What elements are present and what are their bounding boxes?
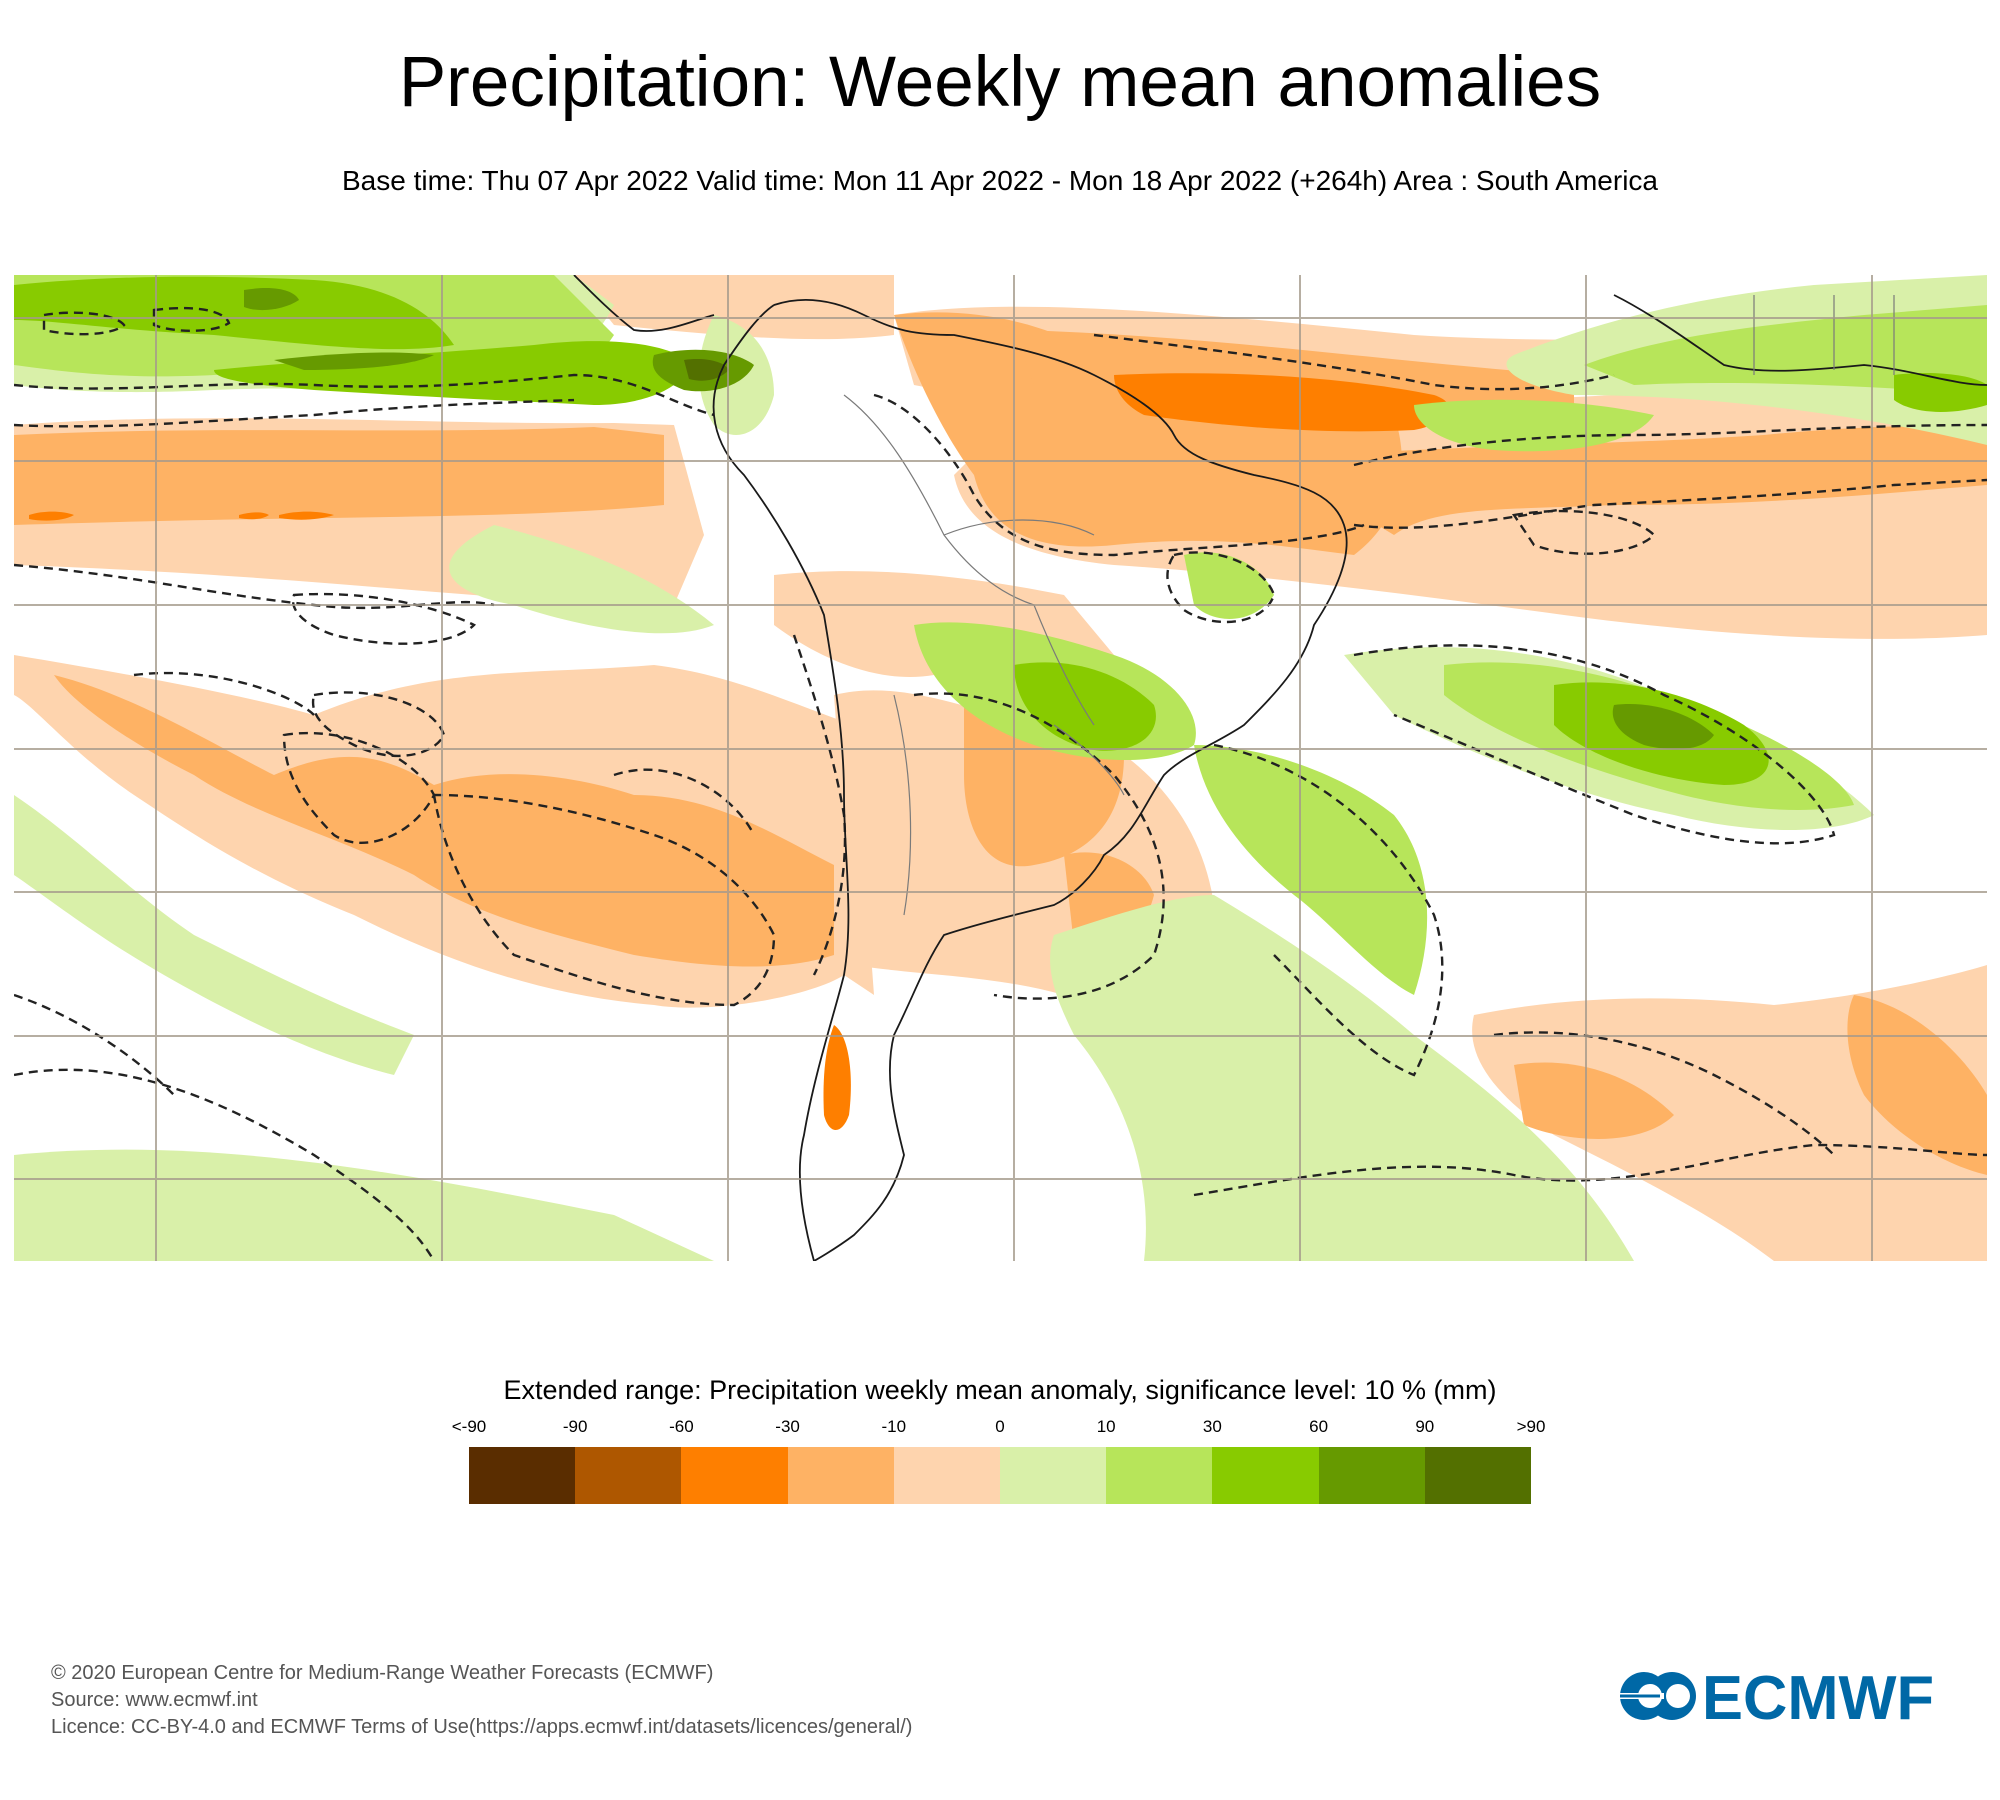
region-atlantic-wet-dark [1612, 704, 1714, 750]
anomaly-map [14, 275, 1987, 1261]
significance-contour [42, 311, 126, 336]
region-south-atlantic-wet [1050, 895, 1634, 1261]
colorbar-box [787, 1447, 894, 1504]
colorbar-box [681, 1447, 788, 1504]
licence-text: Licence: CC-BY-4.0 and ECMWF Terms of Us… [51, 1716, 913, 1738]
colorbar-box [893, 1447, 1001, 1504]
colorbar-box [575, 1447, 682, 1504]
region-top-left-dry [574, 275, 894, 340]
significance-contour [311, 691, 446, 758]
country-border [843, 394, 1035, 606]
region-southwest-wet [14, 795, 414, 1075]
significance-contours [14, 306, 1987, 1261]
significance-contour [14, 563, 495, 610]
significance-contour [1493, 1031, 1835, 1156]
coastlines [573, 275, 1987, 1261]
significance-contour [14, 993, 175, 1096]
region-gulf-guinea-wet-medium [1584, 305, 1987, 395]
region-east-pacific-medium [14, 427, 664, 525]
significance-contour [873, 393, 1365, 557]
anomaly-layer-darkest-green [684, 359, 729, 381]
region-pacific-spot-3 [279, 511, 334, 520]
legend-tick-label: 60 [1309, 1417, 1329, 1436]
significance-contour [14, 1068, 436, 1261]
legend-tick-label: -10 [881, 1417, 907, 1436]
colorbar-box [1318, 1447, 1425, 1504]
forecast-subtitle: Base time: Thu 07 Apr 2022 Valid time: M… [341, 165, 1658, 196]
region-chile-strong-dry [823, 1025, 851, 1130]
country-border [1033, 604, 1095, 726]
ecmwf-logo-icon: ECMWF [1620, 1664, 1934, 1733]
source-text: Source: www.ecmwf.int [51, 1689, 258, 1711]
significance-contour [152, 306, 231, 332]
colorbar-box [1424, 1447, 1532, 1504]
region-south-pacific-wet [14, 1149, 714, 1261]
significance-contour [613, 768, 756, 836]
country-border [1053, 724, 1125, 796]
colorbar-box [1106, 1447, 1213, 1504]
legend-tick-label: 10 [1096, 1417, 1116, 1436]
region-amazon-medium [894, 312, 1402, 555]
significance-contour [14, 373, 715, 417]
significance-contour [913, 692, 1165, 1000]
region-pacific-wet-dark-1 [244, 288, 299, 311]
legend-title: Extended range: Precipitation weekly mea… [503, 1375, 1497, 1405]
region-southeast-pacific-medium [54, 675, 834, 967]
legend-tick-label: -90 [562, 1417, 588, 1436]
africa-coastline [1613, 294, 1987, 386]
colorbar-box [1212, 1447, 1319, 1504]
legend-tick-label: 90 [1415, 1417, 1435, 1436]
region-colombia-wet [214, 341, 694, 405]
region-far-southeast-medium [1847, 995, 1987, 1175]
region-pacific-itcz-wet [14, 276, 454, 350]
ecmwf-logo: ECMWF [1620, 1664, 1936, 1733]
colorbar-box [1000, 1447, 1107, 1504]
graticule [14, 275, 1987, 1261]
legend-labels: <-90 -90 -60 -30 -10 0 10 30 60 90 >90 [452, 1416, 1546, 1438]
legend-tick-label: -30 [775, 1417, 800, 1436]
legend-tick-label: 30 [1202, 1417, 1222, 1436]
legend-tick-label: >90 [1516, 1417, 1546, 1436]
significance-contour [1193, 1143, 1987, 1197]
significance-contour [291, 592, 477, 645]
significance-contour [432, 793, 776, 1007]
significance-contour [282, 731, 436, 845]
legend-tick-label: -60 [669, 1417, 694, 1436]
region-pacific-band-wet [449, 525, 714, 634]
anomaly-layer-strong-orange [29, 373, 1449, 1130]
region-guiana-strong-dry [1114, 373, 1449, 432]
significance-contour [1166, 551, 1276, 624]
region-colombia-wet-max [684, 359, 729, 381]
colorbar [469, 1447, 1532, 1504]
region-south-atlantic-wet-medium [1194, 745, 1428, 995]
region-pacific-spot-2 [239, 512, 269, 520]
country-border [943, 519, 1095, 536]
colorbar-box [469, 1447, 576, 1504]
country-borders [843, 295, 1895, 916]
region-equatorial-atlantic-medium [1334, 425, 1987, 535]
region-paraguay-wet-strong [1014, 662, 1156, 751]
ecmwf-logo-mark [1620, 1672, 1696, 1720]
significance-contour [1353, 644, 1836, 845]
significance-contour [1093, 333, 1615, 391]
region-pacific-wet-dark-2 [274, 352, 434, 370]
significance-contour [1353, 423, 1987, 467]
significance-contour [14, 398, 575, 428]
ecmwf-logo-text: ECMWF [1702, 1668, 1934, 1724]
region-pacific-spot-1 [29, 511, 74, 521]
significance-contour [1213, 743, 1444, 1077]
anomaly-layer-strong-green [14, 276, 1987, 785]
significance-contour [1353, 478, 1987, 529]
page-title: Precipitation: Weekly mean anomalies [398, 43, 1602, 122]
legend-tick-label: 0 [995, 1417, 1005, 1436]
country-border [1753, 295, 1895, 375]
copyright-text: © 2020 European Centre for Medium-Range … [51, 1662, 714, 1684]
footer: © 2020 European Centre for Medium-Range … [51, 1660, 912, 1741]
legend-tick-label: <-90 [451, 1417, 487, 1436]
central-america-coastline [573, 275, 715, 332]
significance-contour [133, 671, 315, 716]
south-america-coastline [712, 298, 1348, 1261]
region-north-atlantic-wet-medium [1414, 399, 1654, 452]
region-south-central-medium [1514, 1062, 1674, 1139]
